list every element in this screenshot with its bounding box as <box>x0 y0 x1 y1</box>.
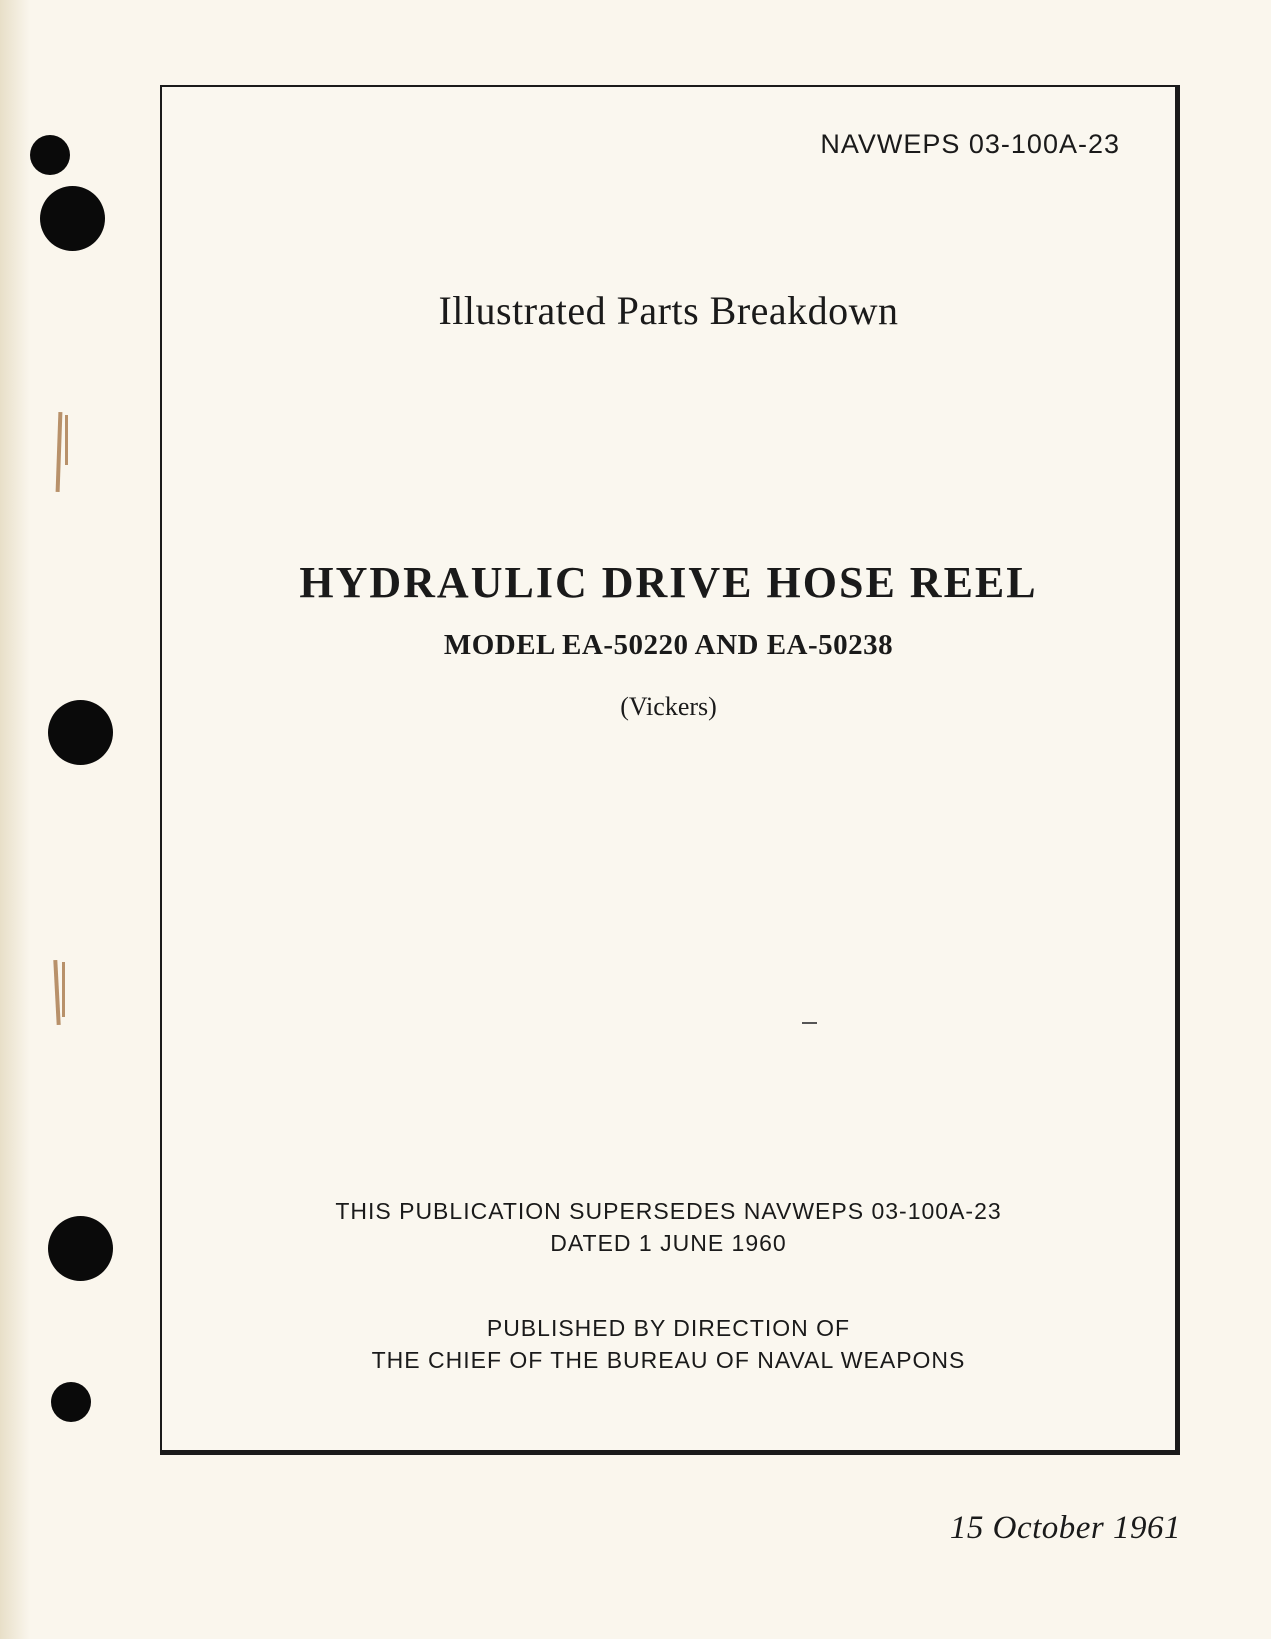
binder-hole <box>48 1216 113 1281</box>
staple-mark <box>56 412 63 492</box>
publication-date: 15 October 1961 <box>950 1510 1181 1547</box>
model-designation: MODEL EA-50220 AND EA-50238 <box>162 629 1175 662</box>
document-subtitle: Illustrated Parts Breakdown <box>162 287 1175 334</box>
publisher-line: THE CHIEF OF THE BUREAU OF NAVAL WEAPONS <box>372 1347 966 1373</box>
binder-hole <box>51 1382 91 1422</box>
binder-holes <box>0 0 120 1639</box>
binder-hole <box>40 186 105 251</box>
document-title: HYDRAULIC DRIVE HOSE REEL <box>162 557 1175 608</box>
dash-mark <box>802 1022 817 1024</box>
document-page: NAVWEPS 03-100A-23 Illustrated Parts Bre… <box>0 0 1271 1639</box>
manufacturer-name: (Vickers) <box>162 692 1175 722</box>
supersedes-notice: THIS PUBLICATION SUPERSEDES NAVWEPS 03-1… <box>162 1195 1175 1259</box>
staple-mark <box>53 960 60 1025</box>
staple-mark <box>62 962 65 1017</box>
content-frame: NAVWEPS 03-100A-23 Illustrated Parts Bre… <box>160 85 1180 1455</box>
document-number: NAVWEPS 03-100A-23 <box>820 129 1120 160</box>
supersedes-line: DATED 1 JUNE 1960 <box>550 1230 786 1256</box>
supersedes-line: THIS PUBLICATION SUPERSEDES NAVWEPS 03-1… <box>335 1198 1001 1224</box>
binder-hole <box>30 135 70 175</box>
binder-hole <box>48 700 113 765</box>
staple-mark <box>65 415 68 465</box>
publisher-line: PUBLISHED BY DIRECTION OF <box>487 1315 850 1341</box>
publisher-notice: PUBLISHED BY DIRECTION OF THE CHIEF OF T… <box>162 1312 1175 1376</box>
